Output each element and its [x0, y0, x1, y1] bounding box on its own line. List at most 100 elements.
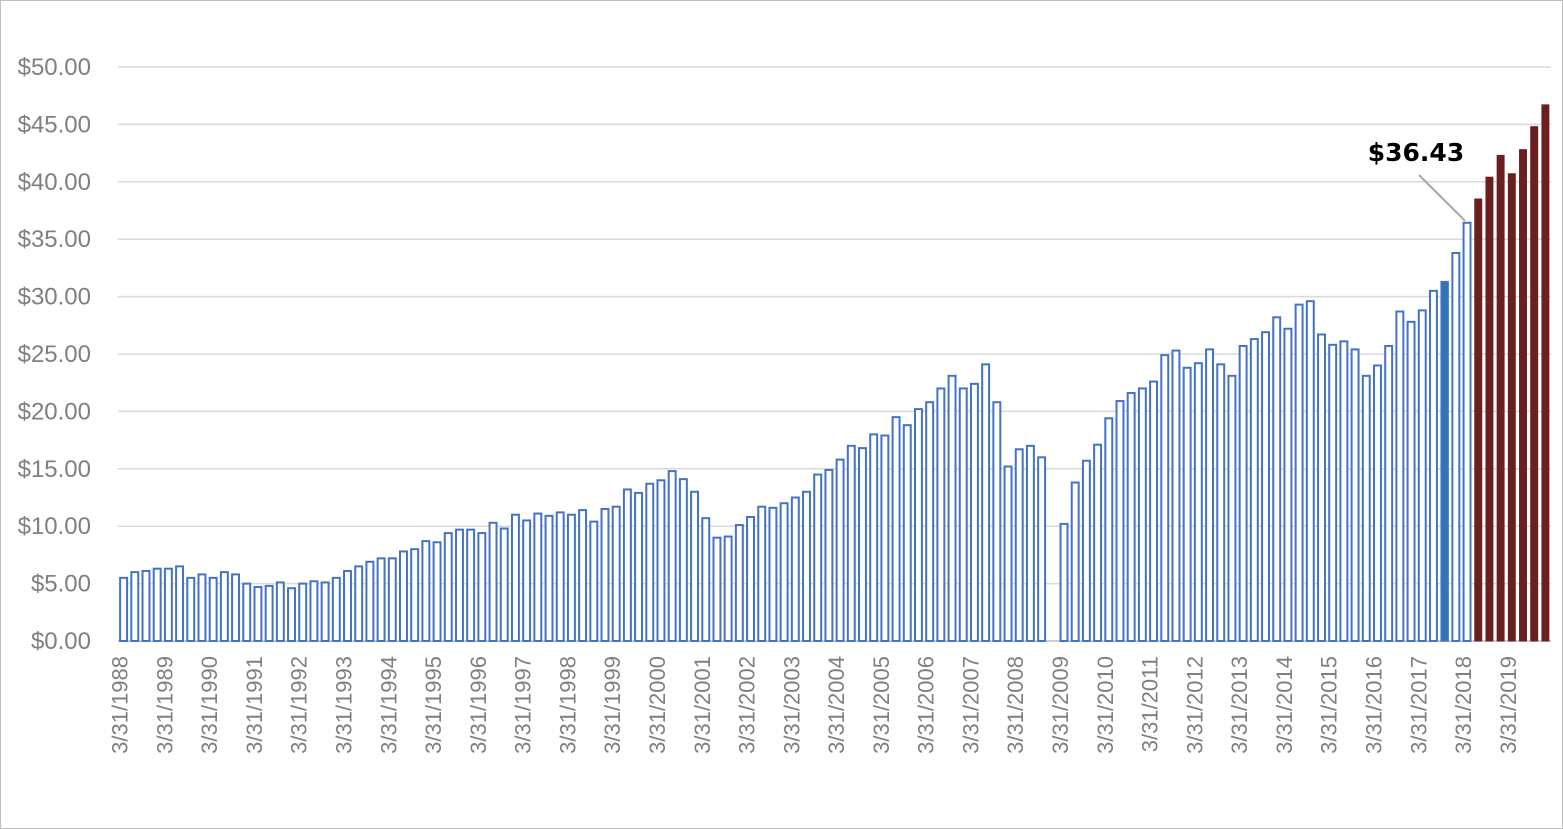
bar	[399, 550, 408, 642]
bar	[925, 401, 935, 642]
forecast-bar	[1496, 154, 1505, 642]
x-tick-label: 3/31/2007	[958, 656, 983, 754]
bar	[589, 520, 599, 642]
bar	[1205, 348, 1215, 642]
x-tick-label: 3/31/2001	[690, 656, 715, 754]
x-tick-label: 3/31/2006	[914, 656, 939, 754]
bar	[175, 565, 185, 643]
bar	[813, 473, 823, 643]
bar	[880, 434, 890, 642]
y-tick-label: $15.00	[18, 456, 91, 483]
bar	[701, 517, 711, 642]
x-tick-label: 3/31/2015	[1317, 656, 1342, 754]
x-tick-label: 3/31/2009	[1048, 656, 1073, 754]
x-tick-label: 3/31/2011	[1138, 656, 1163, 752]
forecast-bar	[1507, 173, 1516, 642]
x-tick-label: 3/31/1993	[332, 656, 357, 754]
bar	[1171, 349, 1181, 642]
x-tick-label: 3/31/2018	[1451, 656, 1476, 754]
bar	[544, 514, 554, 642]
bar	[197, 573, 207, 643]
bar	[858, 447, 867, 642]
bar	[757, 505, 767, 642]
x-tick-label: 3/31/2003	[779, 656, 804, 754]
bar	[1037, 456, 1047, 642]
bar	[936, 387, 946, 642]
bar	[1104, 417, 1114, 642]
bar	[600, 507, 610, 643]
bar	[656, 479, 666, 642]
bar	[1149, 380, 1159, 642]
bar	[1384, 344, 1394, 642]
x-tick-label: 3/31/1991	[242, 656, 267, 754]
bar	[432, 541, 442, 642]
bar	[1249, 338, 1259, 642]
bar	[1305, 300, 1315, 642]
bar	[779, 502, 789, 642]
bar	[846, 444, 856, 642]
forecast-bar	[1530, 126, 1539, 642]
bar	[163, 567, 173, 643]
bar	[466, 528, 476, 642]
bar	[869, 433, 879, 642]
bar	[1160, 354, 1170, 642]
bar	[130, 571, 140, 642]
bar	[1417, 309, 1427, 642]
bar	[499, 527, 509, 642]
x-tick-label: 3/31/2016	[1361, 656, 1386, 754]
bar	[1115, 400, 1125, 642]
bar	[343, 569, 352, 642]
bar	[1361, 374, 1371, 642]
bar	[1238, 344, 1248, 642]
x-tick-label: 3/31/2019	[1496, 656, 1521, 754]
bar	[690, 490, 700, 643]
x-tick-label: 3/31/1996	[466, 656, 491, 754]
x-tick-label: 3/31/1990	[197, 656, 222, 754]
x-tick-label: 3/31/1998	[555, 656, 580, 754]
bar	[566, 513, 576, 642]
x-tick-label: 3/31/2002	[735, 656, 760, 754]
bar	[186, 576, 196, 642]
bar	[1182, 366, 1192, 642]
callout-leader-line	[1418, 174, 1466, 222]
bar	[365, 560, 375, 643]
x-tick-label: 3/31/2012	[1182, 656, 1207, 754]
bar	[768, 506, 778, 642]
y-tick-label: $50.00	[18, 54, 91, 81]
bar	[320, 581, 330, 643]
x-tick-label: 3/31/1992	[287, 656, 312, 754]
highlighted-bar	[1440, 280, 1449, 642]
y-tick-label: $10.00	[18, 513, 91, 540]
y-tick-label: $40.00	[18, 169, 91, 196]
bar	[645, 482, 655, 642]
bar	[354, 565, 364, 643]
bar	[678, 478, 688, 642]
bar	[219, 571, 229, 642]
x-tick-label: 3/31/2005	[869, 656, 894, 754]
bar	[1350, 348, 1360, 642]
x-tick-label: 3/31/1995	[421, 656, 446, 754]
bar	[1137, 387, 1147, 642]
bar	[958, 387, 968, 642]
bar	[1462, 221, 1472, 642]
x-tick-label: 3/31/2014	[1272, 656, 1297, 754]
bar	[723, 535, 733, 642]
x-tick-label: 3/31/1988	[108, 656, 133, 754]
bar	[1328, 343, 1338, 642]
y-tick-label: $20.00	[18, 398, 91, 425]
bar	[309, 580, 319, 643]
bar	[1193, 362, 1203, 642]
bar	[298, 582, 308, 642]
x-tick-label: 3/31/2008	[1003, 656, 1028, 754]
bar	[1395, 310, 1405, 642]
bar	[734, 524, 744, 642]
bar	[275, 581, 285, 643]
bar	[947, 374, 957, 642]
y-tick-label: $35.00	[18, 226, 91, 253]
bar	[746, 516, 756, 642]
bar	[1272, 316, 1282, 642]
bar	[1126, 392, 1136, 643]
bar	[1339, 340, 1349, 642]
bars	[119, 104, 1550, 643]
